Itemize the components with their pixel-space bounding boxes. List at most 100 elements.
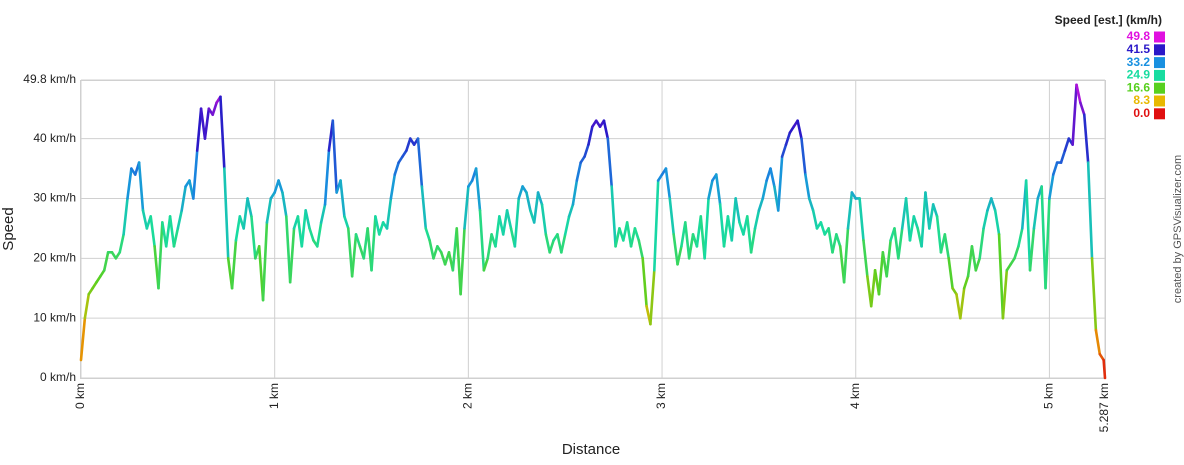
speed-segment bbox=[157, 221, 164, 290]
speed-segment bbox=[753, 209, 761, 230]
x-axis-title: Distance bbox=[562, 441, 620, 458]
speed-segment bbox=[285, 215, 292, 284]
speed-segment bbox=[478, 209, 486, 272]
speed-segment bbox=[1090, 257, 1098, 332]
speed-segment bbox=[513, 197, 521, 248]
speed-segment bbox=[904, 197, 912, 242]
speed-segment bbox=[459, 227, 466, 296]
speed-segment bbox=[908, 215, 916, 242]
speed-segment bbox=[931, 203, 939, 218]
speed-segment bbox=[1024, 179, 1032, 272]
speed-segment bbox=[610, 185, 617, 248]
speed-segment bbox=[928, 203, 935, 230]
speed-segment bbox=[804, 173, 811, 200]
speed-segment bbox=[672, 233, 679, 266]
speed-segment bbox=[831, 233, 838, 254]
speed-segment bbox=[1017, 227, 1024, 248]
speed-segment bbox=[536, 191, 544, 206]
speed-segment bbox=[265, 197, 273, 224]
speed-segment bbox=[474, 167, 482, 212]
speed-segment bbox=[389, 173, 397, 200]
legend-label: 41.5 bbox=[1127, 42, 1151, 56]
speed-segment bbox=[1059, 149, 1067, 164]
speed-segment bbox=[168, 215, 176, 248]
legend-swatch bbox=[1154, 57, 1165, 69]
speed-segment bbox=[416, 137, 424, 188]
speed-segment bbox=[242, 197, 249, 230]
speed-segment bbox=[385, 197, 393, 230]
speed-segment bbox=[463, 185, 470, 230]
y-tick-label: 49.8 km/h bbox=[23, 72, 76, 86]
y-tick-label: 0 km/h bbox=[40, 370, 76, 384]
speed-segment bbox=[548, 239, 555, 254]
speed-segment bbox=[370, 215, 377, 272]
speed-segment bbox=[323, 149, 331, 206]
speed-segment bbox=[912, 215, 920, 230]
speed-segment bbox=[137, 161, 145, 212]
speed-segment bbox=[277, 179, 284, 194]
speed-segment bbox=[649, 268, 656, 326]
x-tick-label: 5.287 km bbox=[1097, 383, 1111, 432]
speed-segment bbox=[633, 227, 641, 242]
speed-segment bbox=[761, 179, 768, 200]
speed-segment bbox=[587, 125, 594, 146]
x-tick-label: 4 km bbox=[848, 383, 862, 409]
speed-segment bbox=[343, 215, 350, 230]
speed-segment bbox=[974, 257, 981, 272]
speed-segment bbox=[962, 274, 970, 290]
x-tick-label: 0 km bbox=[73, 383, 87, 409]
speed-segment bbox=[959, 286, 966, 320]
legend-swatch bbox=[1154, 31, 1165, 43]
speed-segment bbox=[118, 233, 125, 254]
speed-segment bbox=[211, 101, 218, 117]
speed-segment bbox=[1028, 227, 1036, 272]
speed-segment bbox=[304, 209, 311, 230]
speed-segment bbox=[858, 197, 865, 242]
speed-segment bbox=[250, 215, 257, 260]
legend-swatch bbox=[1154, 44, 1165, 56]
speed-segment bbox=[776, 155, 784, 212]
speed-segment bbox=[687, 233, 695, 260]
speed-segment bbox=[377, 221, 385, 236]
speed-segment bbox=[571, 179, 579, 206]
speed-segment bbox=[261, 221, 269, 302]
speed-segment bbox=[749, 227, 757, 254]
speed-segment bbox=[308, 227, 315, 242]
speed-segment bbox=[486, 233, 493, 260]
speed-segment bbox=[1075, 83, 1082, 105]
speed-segment bbox=[606, 137, 613, 188]
speed-segment bbox=[800, 137, 807, 176]
speed-segment bbox=[525, 191, 532, 212]
speed-segment bbox=[978, 227, 985, 260]
legend-swatch bbox=[1154, 69, 1165, 81]
speed-segment bbox=[1094, 328, 1102, 356]
speed-segment bbox=[354, 233, 362, 248]
speed-segment bbox=[625, 221, 633, 248]
speed-segment bbox=[947, 257, 954, 290]
speed-segment bbox=[807, 197, 815, 212]
speed-segment bbox=[300, 209, 307, 248]
legend-label: 24.9 bbox=[1127, 68, 1151, 82]
speed-segment bbox=[319, 203, 327, 224]
speed-segment bbox=[505, 209, 513, 230]
speed-segment bbox=[920, 191, 927, 248]
speed-segment bbox=[1063, 137, 1071, 152]
speed-segment bbox=[83, 292, 91, 320]
speed-segment bbox=[583, 143, 590, 158]
speed-segment bbox=[203, 107, 211, 140]
speed-segment bbox=[819, 221, 827, 236]
speed-segment bbox=[993, 209, 1001, 236]
speed-segment bbox=[745, 215, 753, 254]
speed-segment bbox=[966, 245, 974, 278]
speed-segment bbox=[122, 197, 129, 236]
speed-segment bbox=[796, 119, 803, 140]
y-tick-label: 10 km/h bbox=[33, 310, 76, 324]
legend-label: 0.0 bbox=[1133, 106, 1150, 120]
x-tick-label: 1 km bbox=[267, 383, 281, 409]
legend-label: 33.2 bbox=[1127, 55, 1151, 69]
speed-segment bbox=[567, 203, 575, 218]
y-tick-label: 30 km/h bbox=[33, 191, 76, 205]
speed-segment bbox=[339, 179, 346, 218]
legend-label: 16.6 bbox=[1127, 80, 1151, 94]
